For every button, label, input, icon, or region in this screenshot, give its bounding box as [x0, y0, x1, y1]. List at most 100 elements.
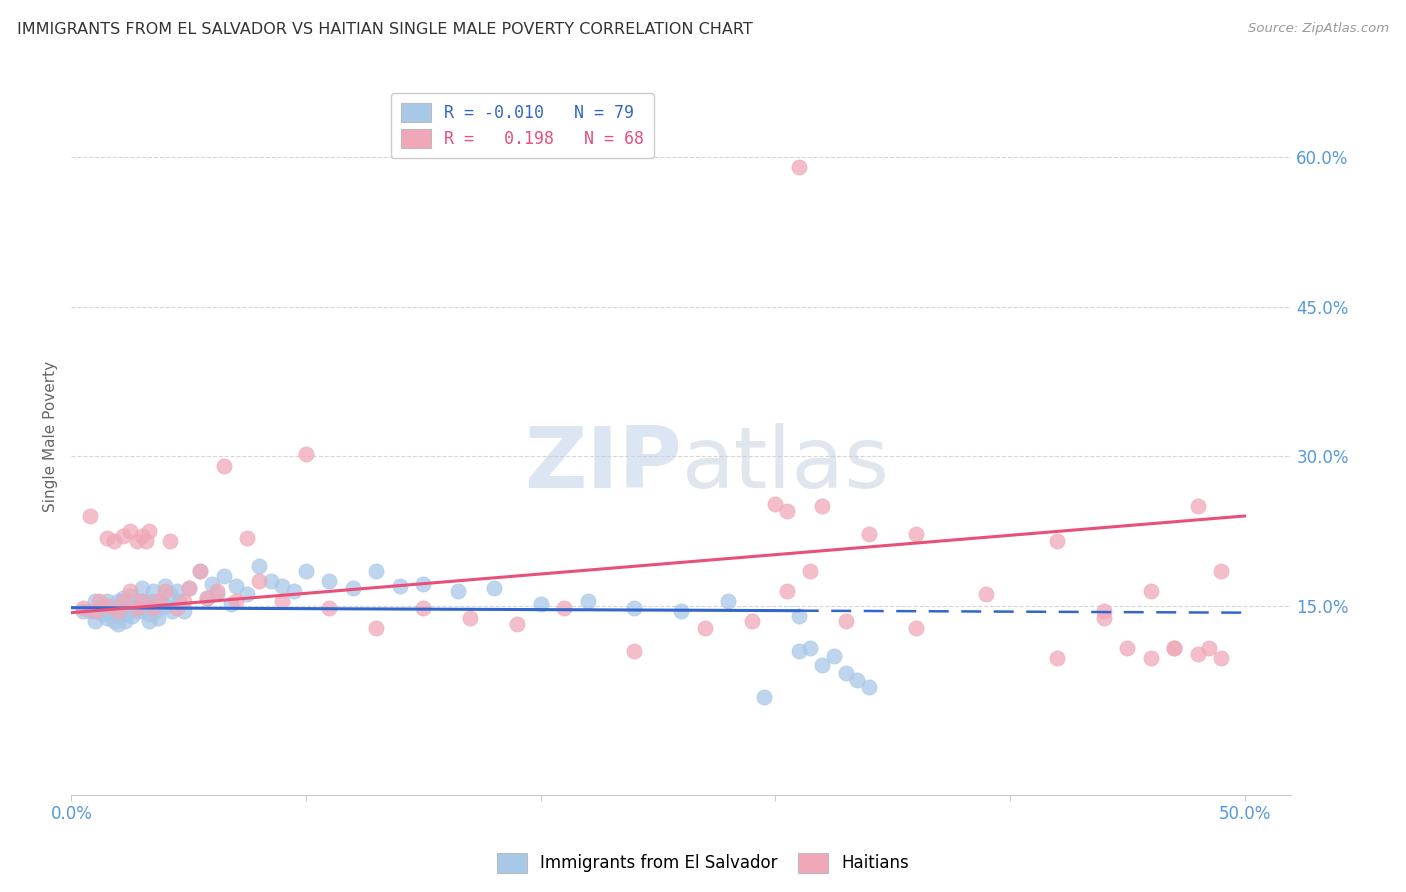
- Point: [763, 497, 786, 511]
- Point: [212, 459, 235, 474]
- Point: [823, 648, 845, 663]
- Point: [125, 604, 148, 618]
- Point: [506, 616, 529, 631]
- Point: [342, 581, 364, 595]
- Point: [295, 447, 318, 461]
- Point: [89, 600, 111, 615]
- Point: [212, 569, 235, 583]
- Point: [271, 593, 294, 607]
- Point: [118, 524, 141, 538]
- Point: [142, 583, 165, 598]
- Point: [131, 593, 153, 607]
- Point: [225, 593, 247, 607]
- Point: [717, 593, 740, 607]
- Point: [103, 533, 125, 548]
- Point: [166, 600, 188, 615]
- Point: [131, 604, 153, 618]
- Point: [131, 593, 153, 607]
- Point: [135, 533, 157, 548]
- Point: [623, 600, 645, 615]
- Text: Source: ZipAtlas.com: Source: ZipAtlas.com: [1249, 22, 1389, 36]
- Point: [412, 576, 434, 591]
- Point: [100, 599, 122, 613]
- Point: [799, 564, 821, 578]
- Point: [96, 599, 118, 613]
- Point: [858, 681, 880, 695]
- Point: [138, 614, 160, 628]
- Point: [177, 581, 200, 595]
- Point: [121, 600, 143, 615]
- Point: [79, 508, 101, 523]
- Point: [1198, 640, 1220, 655]
- Point: [811, 499, 834, 513]
- Point: [166, 583, 188, 598]
- Point: [1092, 604, 1115, 618]
- Point: [741, 614, 763, 628]
- Point: [201, 576, 224, 591]
- Point: [752, 690, 775, 705]
- Point: [1046, 533, 1069, 548]
- Point: [197, 591, 219, 605]
- Point: [118, 583, 141, 598]
- Point: [72, 604, 94, 618]
- Point: [96, 604, 118, 618]
- Point: [160, 604, 183, 618]
- Point: [83, 604, 105, 618]
- Point: [482, 581, 505, 595]
- Point: [138, 607, 160, 621]
- Point: [1139, 583, 1161, 598]
- Point: [623, 643, 645, 657]
- Point: [142, 593, 165, 607]
- Point: [138, 524, 160, 538]
- Point: [142, 600, 165, 615]
- Point: [576, 593, 599, 607]
- Point: [111, 593, 134, 607]
- Point: [1209, 650, 1232, 665]
- Point: [190, 564, 212, 578]
- Point: [125, 593, 148, 607]
- Point: [153, 599, 176, 613]
- Point: [114, 614, 136, 628]
- Point: [1163, 640, 1185, 655]
- Point: [236, 587, 259, 601]
- Point: [225, 579, 247, 593]
- Point: [295, 564, 318, 578]
- Point: [693, 621, 716, 635]
- Point: [553, 600, 575, 615]
- Point: [107, 604, 129, 618]
- Point: [205, 583, 228, 598]
- Point: [177, 581, 200, 595]
- Point: [83, 614, 105, 628]
- Point: [111, 529, 134, 543]
- Point: [121, 608, 143, 623]
- Point: [118, 599, 141, 613]
- Point: [834, 614, 856, 628]
- Point: [1092, 610, 1115, 624]
- Point: [905, 527, 928, 541]
- Point: [1116, 640, 1139, 655]
- Point: [153, 579, 176, 593]
- Point: [125, 600, 148, 615]
- Point: [318, 600, 340, 615]
- Legend: R = -0.010   N = 79, R =   0.198   N = 68: R = -0.010 N = 79, R = 0.198 N = 68: [391, 93, 654, 158]
- Point: [1187, 647, 1209, 661]
- Point: [366, 621, 388, 635]
- Point: [107, 593, 129, 607]
- Point: [197, 591, 219, 605]
- Point: [846, 673, 869, 688]
- Point: [135, 597, 157, 611]
- Point: [153, 583, 176, 598]
- Point: [107, 600, 129, 615]
- Point: [283, 583, 305, 598]
- Point: [247, 574, 270, 588]
- Point: [260, 574, 283, 588]
- Point: [388, 579, 411, 593]
- Point: [131, 529, 153, 543]
- Point: [96, 531, 118, 545]
- Point: [125, 533, 148, 548]
- Point: [103, 614, 125, 628]
- Point: [834, 666, 856, 681]
- Point: [271, 579, 294, 593]
- Point: [72, 600, 94, 615]
- Point: [159, 533, 181, 548]
